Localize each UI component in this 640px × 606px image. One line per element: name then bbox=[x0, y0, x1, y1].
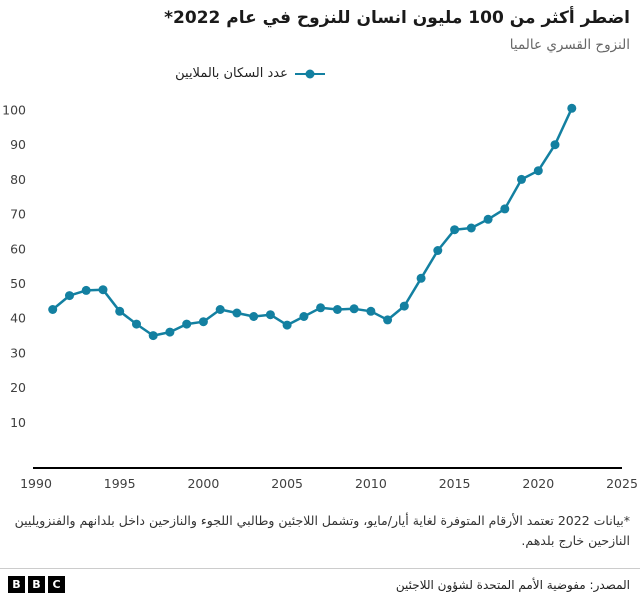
chart-legend: عدد السكان بالملايين bbox=[0, 66, 570, 81]
data-point bbox=[533, 166, 543, 176]
data-point bbox=[466, 223, 476, 233]
x-tick-label: 2005 bbox=[271, 476, 303, 491]
x-tick-label: 2015 bbox=[439, 476, 471, 491]
data-point bbox=[517, 174, 526, 184]
legend-marker-icon bbox=[294, 69, 325, 78]
bbc-logo-block: C bbox=[48, 576, 65, 593]
data-point bbox=[349, 304, 359, 314]
data-point bbox=[182, 319, 192, 329]
data-point bbox=[98, 285, 108, 295]
y-tick-label: 30 bbox=[10, 345, 26, 360]
bbc-logo: B B C bbox=[8, 576, 65, 593]
data-point bbox=[198, 317, 208, 327]
x-tick-label: 1995 bbox=[104, 476, 136, 491]
data-point bbox=[215, 305, 225, 314]
line-chart: 10 20 30 40 50 60 70 80 90 100 1990 1995 2000 2005 201… bbox=[2, 103, 638, 492]
chart-title: اضطر أكثر من 100 مليون انسان للنزوح في ع… bbox=[164, 8, 630, 28]
data-point bbox=[450, 225, 460, 235]
data-point bbox=[81, 285, 91, 295]
footnote: *بيانات 2022 تعتمد الأرقام المتوفرة لغاي… bbox=[14, 513, 630, 548]
data-point bbox=[399, 301, 409, 311]
y-tick-label: 10 bbox=[10, 415, 26, 430]
x-tick-label: 2025 bbox=[606, 476, 638, 491]
data-point bbox=[433, 246, 443, 255]
data-point bbox=[48, 305, 58, 314]
x-tick-label: 2000 bbox=[187, 476, 219, 491]
data-point bbox=[148, 331, 158, 341]
data-point bbox=[383, 315, 393, 325]
data-point bbox=[550, 140, 560, 150]
data-point bbox=[299, 312, 309, 321]
data-point bbox=[115, 306, 125, 316]
bbc-logo-block: B bbox=[28, 576, 45, 593]
y-tick-label: 60 bbox=[10, 241, 26, 256]
y-tick-label: 70 bbox=[10, 207, 26, 222]
legend-label: عدد السكان بالملايين bbox=[175, 66, 288, 81]
y-tick-label: 80 bbox=[10, 172, 26, 187]
x-tick-label: 1990 bbox=[20, 476, 52, 491]
data-point bbox=[316, 303, 326, 313]
data-point bbox=[265, 310, 275, 320]
data-point bbox=[249, 312, 259, 321]
data-point bbox=[500, 204, 510, 214]
data-point bbox=[567, 103, 577, 113]
y-tick-label: 100 bbox=[2, 103, 26, 118]
source-credit: المصدر: مفوضية الأمم المتحدة لشؤون اللاج… bbox=[395, 578, 630, 592]
y-tick-label: 20 bbox=[10, 380, 26, 395]
data-point bbox=[366, 306, 376, 316]
data-point bbox=[416, 273, 426, 283]
x-tick-label: 2020 bbox=[522, 476, 554, 491]
x-tick-label: 2010 bbox=[355, 476, 387, 491]
data-point bbox=[332, 305, 342, 314]
bbc-logo-block: B bbox=[8, 576, 25, 593]
data-point bbox=[232, 308, 242, 318]
footer-divider bbox=[0, 568, 640, 569]
y-tick-label: 90 bbox=[10, 137, 26, 152]
y-tick-label: 40 bbox=[10, 311, 26, 326]
data-point bbox=[483, 214, 493, 224]
data-point bbox=[165, 327, 175, 337]
data-point bbox=[282, 320, 292, 330]
data-point bbox=[65, 291, 74, 301]
y-tick-label: 50 bbox=[10, 276, 26, 291]
chart-subtitle: النزوح القسري عالميا bbox=[509, 37, 630, 53]
data-line bbox=[51, 107, 573, 337]
data-point bbox=[132, 319, 141, 329]
